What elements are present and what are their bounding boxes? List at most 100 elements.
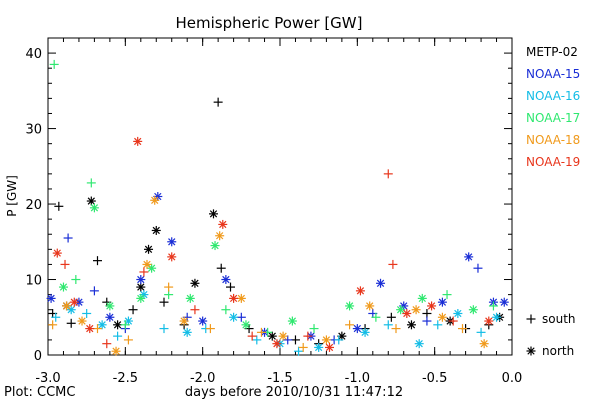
data-point [221, 275, 231, 285]
data-point [208, 209, 218, 219]
data-point [213, 97, 223, 107]
data-point [411, 305, 421, 315]
y-axis-label: P [GW] [5, 175, 19, 217]
data-point [164, 290, 174, 300]
data-point [294, 346, 304, 356]
data-point [241, 320, 251, 330]
legend-entry: NOAA-15 [526, 67, 580, 81]
data-point [113, 320, 123, 330]
data-point [82, 308, 92, 318]
data-point [321, 335, 331, 345]
y-tick-label: 20 [25, 198, 42, 213]
data-point [464, 252, 474, 262]
x-tick-label: -1.5 [267, 371, 292, 386]
legend-entry: METP-02 [526, 45, 578, 59]
data-point [324, 342, 334, 352]
data-point [352, 324, 362, 334]
data-point [136, 293, 146, 303]
x-tick-label: -2.5 [113, 371, 138, 386]
data-point [164, 282, 174, 292]
data-point [85, 324, 95, 334]
data-point [417, 293, 427, 303]
data-point [66, 318, 76, 328]
y-tick-label: 30 [25, 123, 42, 138]
marker-legend-label: south [542, 312, 576, 326]
data-point [218, 219, 228, 229]
data-point [205, 324, 215, 334]
data-point [272, 339, 282, 349]
x-axis-label: days before 2010/10/31 11:47:12 [185, 385, 403, 400]
data-point [86, 178, 96, 188]
data-point [185, 293, 195, 303]
data-point [92, 256, 102, 266]
data-point [345, 301, 355, 311]
data-point [113, 331, 123, 341]
data-point [133, 136, 143, 146]
data-point [102, 339, 112, 349]
x-tick-label: -1.0 [345, 371, 370, 386]
data-points [46, 59, 509, 356]
data-point [371, 312, 381, 322]
plot-frame [47, 37, 513, 356]
data-point [167, 252, 177, 262]
data-point [89, 203, 99, 213]
data-point [179, 316, 189, 326]
data-point [159, 297, 169, 307]
data-point [60, 259, 70, 269]
data-point [63, 233, 73, 243]
data-point [142, 259, 152, 269]
data-point [111, 346, 121, 356]
data-point [147, 263, 157, 273]
data-point [360, 327, 370, 337]
x-tick-label: -2.0 [190, 371, 215, 386]
data-point [216, 263, 226, 273]
data-point [236, 293, 246, 303]
data-point [229, 312, 239, 322]
data-point [414, 339, 424, 349]
data-point [215, 231, 225, 241]
legend-entry: NOAA-17 [526, 111, 580, 125]
data-point [86, 196, 96, 206]
data-point [345, 320, 355, 330]
data-point [283, 335, 293, 345]
data-point [136, 275, 146, 285]
data-point [492, 312, 502, 322]
data-point [77, 316, 87, 326]
data-point [458, 324, 468, 334]
data-point [92, 324, 102, 334]
data-point [484, 316, 494, 326]
marker-legend-label: north [542, 344, 574, 358]
data-point [136, 282, 146, 292]
data-point [314, 342, 324, 352]
data-point [69, 297, 79, 307]
data-point [499, 297, 509, 307]
data-point [123, 316, 133, 326]
x-axis: -3.0 -2.5 -2.0 -1.5 -1.0 -0.5 0.0 [35, 38, 522, 386]
data-point [442, 290, 452, 300]
data-point [120, 320, 130, 330]
marker-legend-symbol [526, 314, 536, 324]
legend-entry: NOAA-19 [526, 155, 580, 169]
data-point [97, 320, 107, 330]
data-point [298, 342, 308, 352]
data-point [406, 320, 416, 330]
data-point [383, 320, 393, 330]
y-tick-label: 40 [25, 47, 42, 62]
data-point [287, 316, 297, 326]
footer-credit: Plot: CCMC [4, 385, 75, 400]
data-point [123, 335, 133, 345]
y-tick-label: 10 [25, 274, 42, 289]
data-point [383, 169, 393, 179]
data-point [51, 312, 61, 322]
y-tick-label: 0 [34, 349, 42, 364]
data-point [479, 339, 489, 349]
x-tick-label: -3.0 [35, 371, 60, 386]
data-point [247, 331, 257, 341]
data-point [427, 301, 437, 311]
data-point [48, 320, 58, 330]
data-point [236, 312, 246, 322]
data-point [422, 308, 432, 318]
data-point [66, 305, 76, 315]
data-point [453, 308, 463, 318]
x-tick-label: 0.0 [502, 371, 523, 386]
